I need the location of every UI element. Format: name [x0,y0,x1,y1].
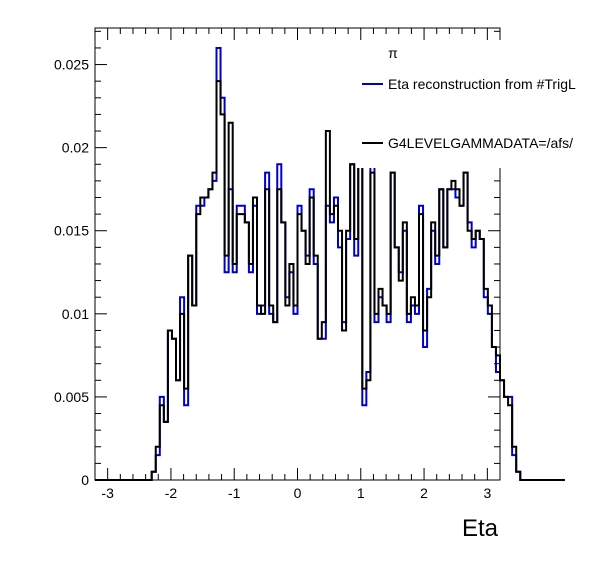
x-tick-label: 2 [420,485,428,501]
legend-header: π [388,45,398,61]
y-tick-label: 0.025 [54,57,89,73]
legend-label-2: G4LEVELGAMMADATA=/afs/ [388,135,573,151]
y-tick-label: 0.015 [54,223,89,239]
x-tick-label: 0 [294,485,302,501]
x-tick-label: 3 [483,485,491,501]
y-tick-label: 0.01 [62,306,89,322]
legend: π Eta reconstruction from #TrigL G4LEVELGA… [357,40,596,168]
x-tick-label: 1 [357,485,365,501]
x-axis-title: Eta [462,515,499,542]
x-tick-label: -1 [228,485,241,501]
legend-box [357,40,596,168]
x-tick-label: -3 [101,485,114,501]
y-tick-label: 0.005 [54,389,89,405]
legend-label-1: Eta reconstruction from #TrigL [388,76,576,92]
histogram-series-group [95,46,565,481]
y-tick-label: 0.02 [62,140,89,156]
x-tick-label: -2 [165,485,178,501]
y-tick-label: 0 [81,472,89,488]
series-line-2 [95,80,565,481]
axes-group: -3 -2 -1 0 1 2 3 0 0.005 0.01 0.015 0.02 0.025 Eta [54,28,501,542]
